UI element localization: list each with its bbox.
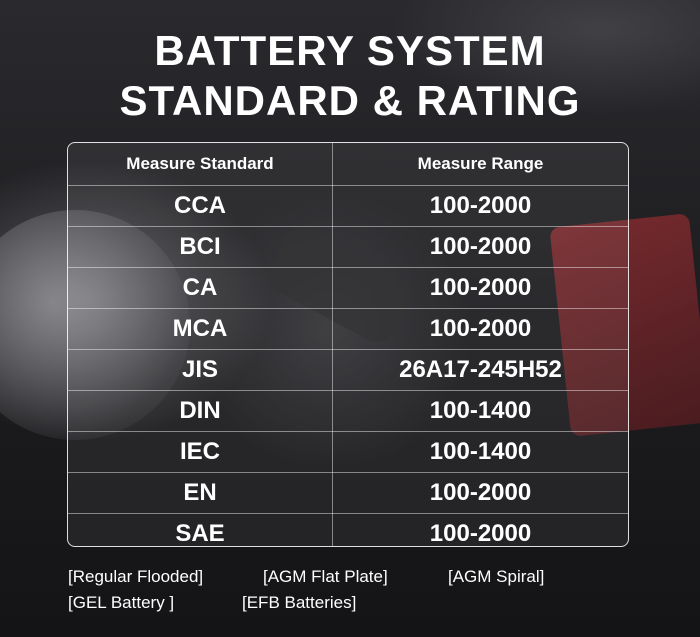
range-cell: 100-2000: [332, 267, 628, 309]
table-row: CCA 100-2000: [68, 185, 628, 227]
table-row: CA 100-2000: [68, 267, 628, 309]
range-cell: 100-2000: [332, 308, 628, 350]
standard-cell: CA: [68, 267, 333, 309]
title-line-1: BATTERY SYSTEM: [154, 27, 546, 74]
header-measure-standard: Measure Standard: [68, 143, 333, 186]
table-row: EN 100-2000: [68, 472, 628, 514]
standard-cell: EN: [68, 472, 333, 514]
battery-type-regular-flooded: [Regular Flooded]: [68, 567, 204, 586]
table-row: SAE 100-2000: [68, 513, 628, 547]
standard-cell: IEC: [68, 431, 333, 473]
table-row: JIS 26A17-245H52: [68, 349, 628, 391]
title-line-2: STANDARD & RATING: [119, 77, 581, 124]
standard-cell: SAE: [68, 513, 333, 546]
standard-cell: DIN: [68, 390, 333, 432]
range-cell: 100-2000: [332, 185, 628, 227]
table-header-row: Measure Standard Measure Range: [68, 143, 628, 186]
standards-table: Measure Standard Measure Range CCA 100-2…: [67, 142, 629, 547]
range-cell: 26A17-245H52: [332, 349, 628, 391]
page-title: BATTERY SYSTEM STANDARD & RATING: [0, 26, 700, 126]
standard-cell: JIS: [68, 349, 333, 391]
range-cell: 100-2000: [429, 520, 532, 547]
standard-cell: CCA: [68, 185, 333, 227]
battery-type-gel: [GEL Battery ]: [68, 593, 175, 612]
table-row: DIN 100-1400: [68, 390, 628, 432]
range-cell: 100-2000: [332, 226, 628, 268]
table-row: MCA 100-2000: [68, 308, 628, 350]
range-cell: 100-1400: [332, 390, 628, 432]
table-row: BCI 100-2000: [68, 226, 628, 268]
standard-cell: MCA: [68, 308, 333, 350]
range-cell: 100-1400: [332, 431, 628, 473]
battery-type-agm-flat-plate: [AGM Flat Plate]: [263, 567, 388, 586]
battery-type-agm-spiral: [AGM Spiral]: [448, 567, 545, 586]
table-row: IEC 100-1400: [68, 431, 628, 473]
standard-cell: BCI: [68, 226, 333, 268]
header-measure-range: Measure Range: [332, 143, 628, 186]
battery-type-efb: [EFB Batteries]: [242, 593, 357, 612]
range-cell: 100-2000: [332, 472, 628, 514]
